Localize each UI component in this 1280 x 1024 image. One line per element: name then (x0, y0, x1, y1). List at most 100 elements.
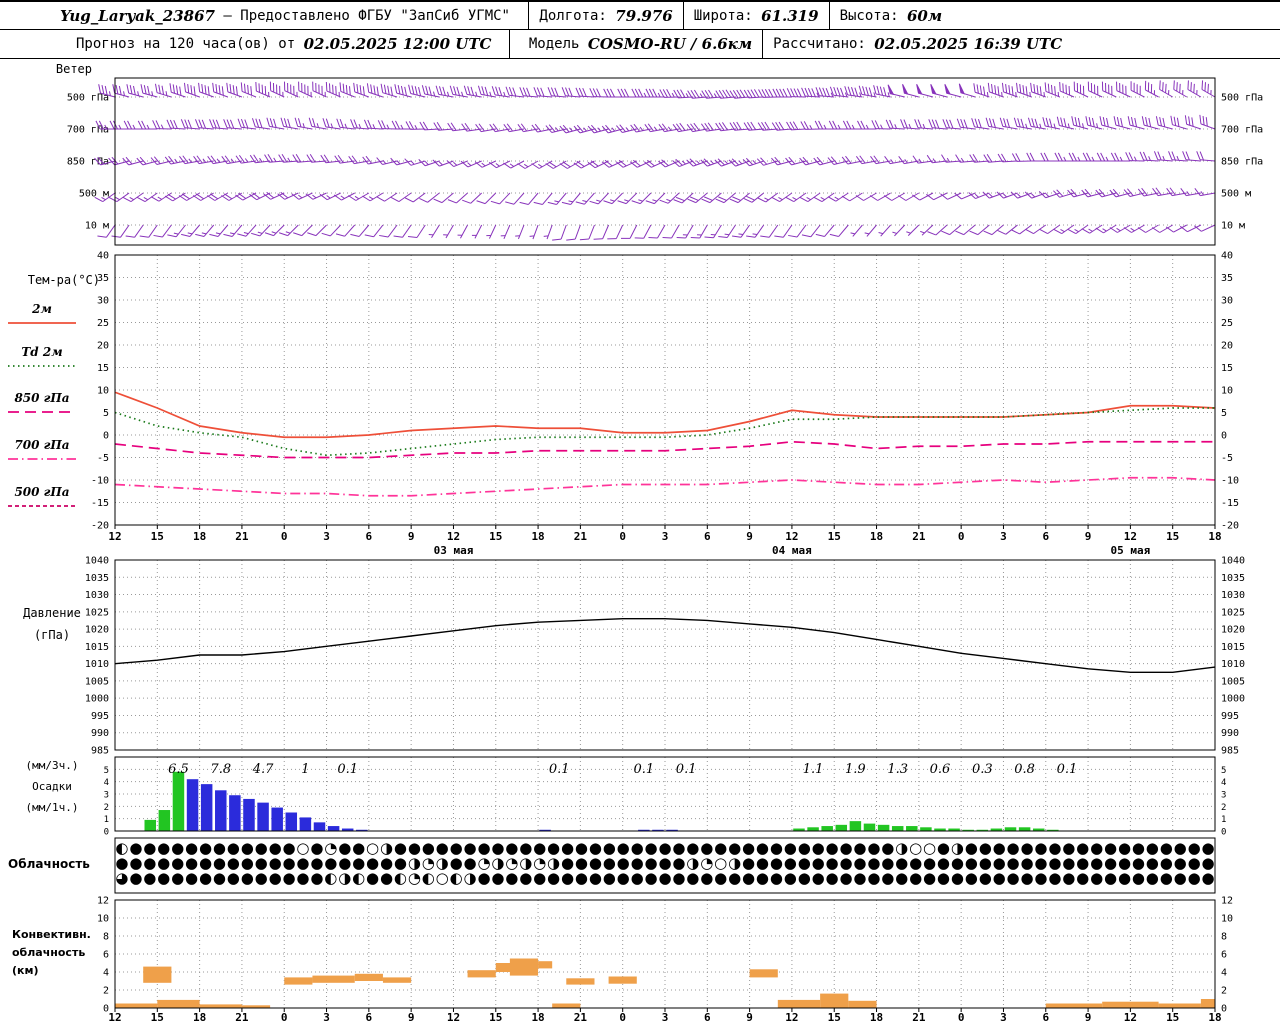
svg-text:●: ● (756, 854, 769, 872)
svg-text:25: 25 (1221, 318, 1233, 329)
svg-text:●: ● (491, 869, 504, 887)
svg-text:2м: 2м (31, 302, 52, 316)
title-bar: Yug_Laryak_23867 — Предоставлено ФГБУ "З… (0, 0, 1280, 30)
svg-text:●: ● (310, 839, 323, 857)
svg-text:●: ● (686, 839, 699, 857)
svg-text:○: ○ (923, 839, 936, 857)
svg-text:●: ● (436, 839, 449, 857)
svg-text:◐: ◐ (394, 869, 407, 887)
svg-text:◑: ◑ (728, 854, 741, 872)
svg-text:18: 18 (531, 530, 544, 543)
svg-text:●: ● (1007, 854, 1020, 872)
svg-text:●: ● (993, 854, 1006, 872)
svg-text:0: 0 (619, 1011, 626, 1024)
svg-text:●: ● (993, 869, 1006, 887)
svg-text:Облачность: Облачность (8, 857, 90, 871)
svg-text:1.9: 1.9 (845, 762, 866, 777)
svg-text:●: ● (477, 839, 490, 857)
svg-text:●: ● (213, 869, 226, 887)
svg-text:1035: 1035 (85, 573, 109, 584)
svg-text:●: ● (645, 839, 658, 857)
svg-text:15: 15 (489, 530, 502, 543)
svg-text:18: 18 (193, 530, 206, 543)
svg-text:3: 3 (662, 530, 669, 543)
svg-text:●: ● (227, 869, 240, 887)
svg-text:●: ● (1174, 854, 1187, 872)
svg-text:Конвективн.: Конвективн. (12, 928, 91, 941)
svg-text:●: ● (965, 854, 978, 872)
svg-text:●: ● (185, 869, 198, 887)
svg-text:◐: ◐ (324, 869, 337, 887)
svg-text:●: ● (519, 839, 532, 857)
svg-text:●: ● (1062, 839, 1075, 857)
svg-text:8: 8 (103, 932, 109, 943)
svg-text:●: ● (283, 839, 296, 857)
svg-text:●: ● (171, 869, 184, 887)
svg-text:●: ● (756, 869, 769, 887)
svg-text:0: 0 (1221, 828, 1226, 838)
svg-text:●: ● (129, 869, 142, 887)
svg-text:●: ● (213, 854, 226, 872)
svg-text:1025: 1025 (1221, 607, 1245, 618)
svg-text:1030: 1030 (85, 590, 109, 601)
svg-text:35: 35 (1221, 273, 1233, 284)
svg-text:●: ● (1007, 869, 1020, 887)
svg-text:◔: ◔ (533, 854, 546, 872)
svg-text:●: ● (324, 854, 337, 872)
svg-text:3: 3 (1000, 530, 1007, 543)
svg-text:●: ● (1118, 854, 1131, 872)
svg-text:700 гПа: 700 гПа (67, 125, 109, 136)
svg-text:◐: ◐ (422, 869, 435, 887)
svg-text:1030: 1030 (1221, 590, 1245, 601)
svg-text:●: ● (881, 854, 894, 872)
svg-text:0: 0 (103, 1004, 109, 1015)
svg-text:-20: -20 (1221, 521, 1239, 532)
svg-text:●: ● (742, 839, 755, 857)
svg-text:-10: -10 (1221, 476, 1239, 487)
svg-text:10 м: 10 м (85, 221, 109, 232)
svg-text:3: 3 (323, 1011, 330, 1024)
svg-text:●: ● (352, 839, 365, 857)
svg-text:3: 3 (1221, 791, 1226, 801)
svg-text:0: 0 (103, 431, 109, 442)
svg-text:●: ● (1007, 839, 1020, 857)
svg-text:●: ● (1034, 839, 1047, 857)
svg-text:●: ● (784, 839, 797, 857)
svg-text:●: ● (923, 854, 936, 872)
svg-text:◔: ◔ (408, 869, 421, 887)
svg-text:0: 0 (1221, 1004, 1227, 1015)
svg-text:6: 6 (366, 1011, 373, 1024)
svg-text:6: 6 (103, 950, 109, 961)
svg-text:5: 5 (1221, 408, 1227, 419)
svg-text:●: ● (631, 839, 644, 857)
svg-text:1010: 1010 (85, 659, 109, 670)
svg-text:0.1: 0.1 (1057, 762, 1078, 777)
svg-text:●: ● (505, 839, 518, 857)
svg-text:●: ● (603, 854, 616, 872)
svg-text:18: 18 (193, 1011, 206, 1024)
svg-text:●: ● (1201, 869, 1214, 887)
svg-text:◐: ◐ (352, 869, 365, 887)
svg-text:2: 2 (1221, 803, 1226, 813)
svg-text:●: ● (1090, 839, 1103, 857)
svg-text:500 гПа: 500 гПа (14, 485, 69, 499)
svg-text:10 м: 10 м (1221, 221, 1245, 232)
svg-text:◔: ◔ (477, 854, 490, 872)
svg-text:10: 10 (1221, 386, 1233, 397)
svg-text:●: ● (853, 839, 866, 857)
svg-text:◔: ◔ (505, 854, 518, 872)
svg-text:●: ● (672, 869, 685, 887)
svg-text:990: 990 (91, 728, 109, 739)
svg-text:●: ● (965, 839, 978, 857)
svg-text:●: ● (310, 869, 323, 887)
svg-text:●: ● (533, 839, 546, 857)
svg-text:●: ● (979, 869, 992, 887)
svg-text:3: 3 (662, 1011, 669, 1024)
svg-text:15: 15 (828, 530, 841, 543)
svg-text:●: ● (770, 839, 783, 857)
svg-text:35: 35 (97, 273, 109, 284)
svg-text:○: ○ (436, 869, 449, 887)
station-name: Yug_Laryak_23867 (60, 6, 215, 25)
svg-text:●: ● (1201, 839, 1214, 857)
